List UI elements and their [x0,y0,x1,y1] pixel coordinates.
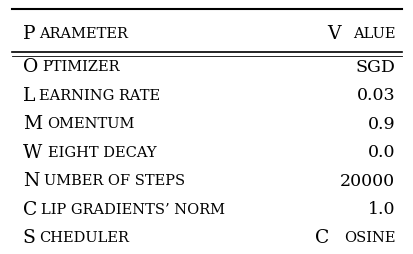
Text: OSINE: OSINE [343,231,394,245]
Text: ARAMETER: ARAMETER [39,27,128,41]
Text: LIP GRADIENTS’ NORM: LIP GRADIENTS’ NORM [41,202,225,217]
Text: P: P [23,25,35,43]
Text: V: V [326,25,340,43]
Text: CHEDULER: CHEDULER [39,231,129,245]
Text: EIGHT DECAY: EIGHT DECAY [47,146,156,160]
Text: 20000: 20000 [339,173,394,189]
Text: 0.03: 0.03 [356,87,394,104]
Text: O: O [23,58,38,76]
Text: M: M [23,115,42,133]
Text: SGD: SGD [355,59,394,76]
Text: ALUE: ALUE [352,27,394,41]
Text: OMENTUM: OMENTUM [47,117,135,131]
Text: C: C [314,229,328,247]
Text: N: N [23,172,39,190]
Text: PTIMIZER: PTIMIZER [43,60,120,74]
Text: EARNING RATE: EARNING RATE [39,89,160,103]
Text: 0.0: 0.0 [367,144,394,161]
Text: UMBER OF STEPS: UMBER OF STEPS [44,174,185,188]
Text: S: S [23,229,36,247]
Text: W: W [23,144,42,162]
Text: 0.9: 0.9 [367,116,394,133]
Text: 1.0: 1.0 [367,201,394,218]
Text: L: L [23,87,35,105]
Text: C: C [23,201,37,218]
